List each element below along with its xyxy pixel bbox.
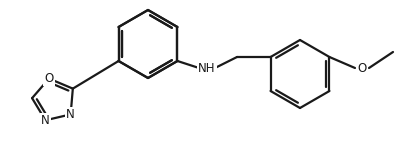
Text: N: N — [41, 114, 50, 127]
Text: NH: NH — [198, 61, 216, 75]
Text: N: N — [66, 108, 75, 121]
Text: O: O — [45, 72, 54, 85]
Text: O: O — [357, 61, 366, 75]
